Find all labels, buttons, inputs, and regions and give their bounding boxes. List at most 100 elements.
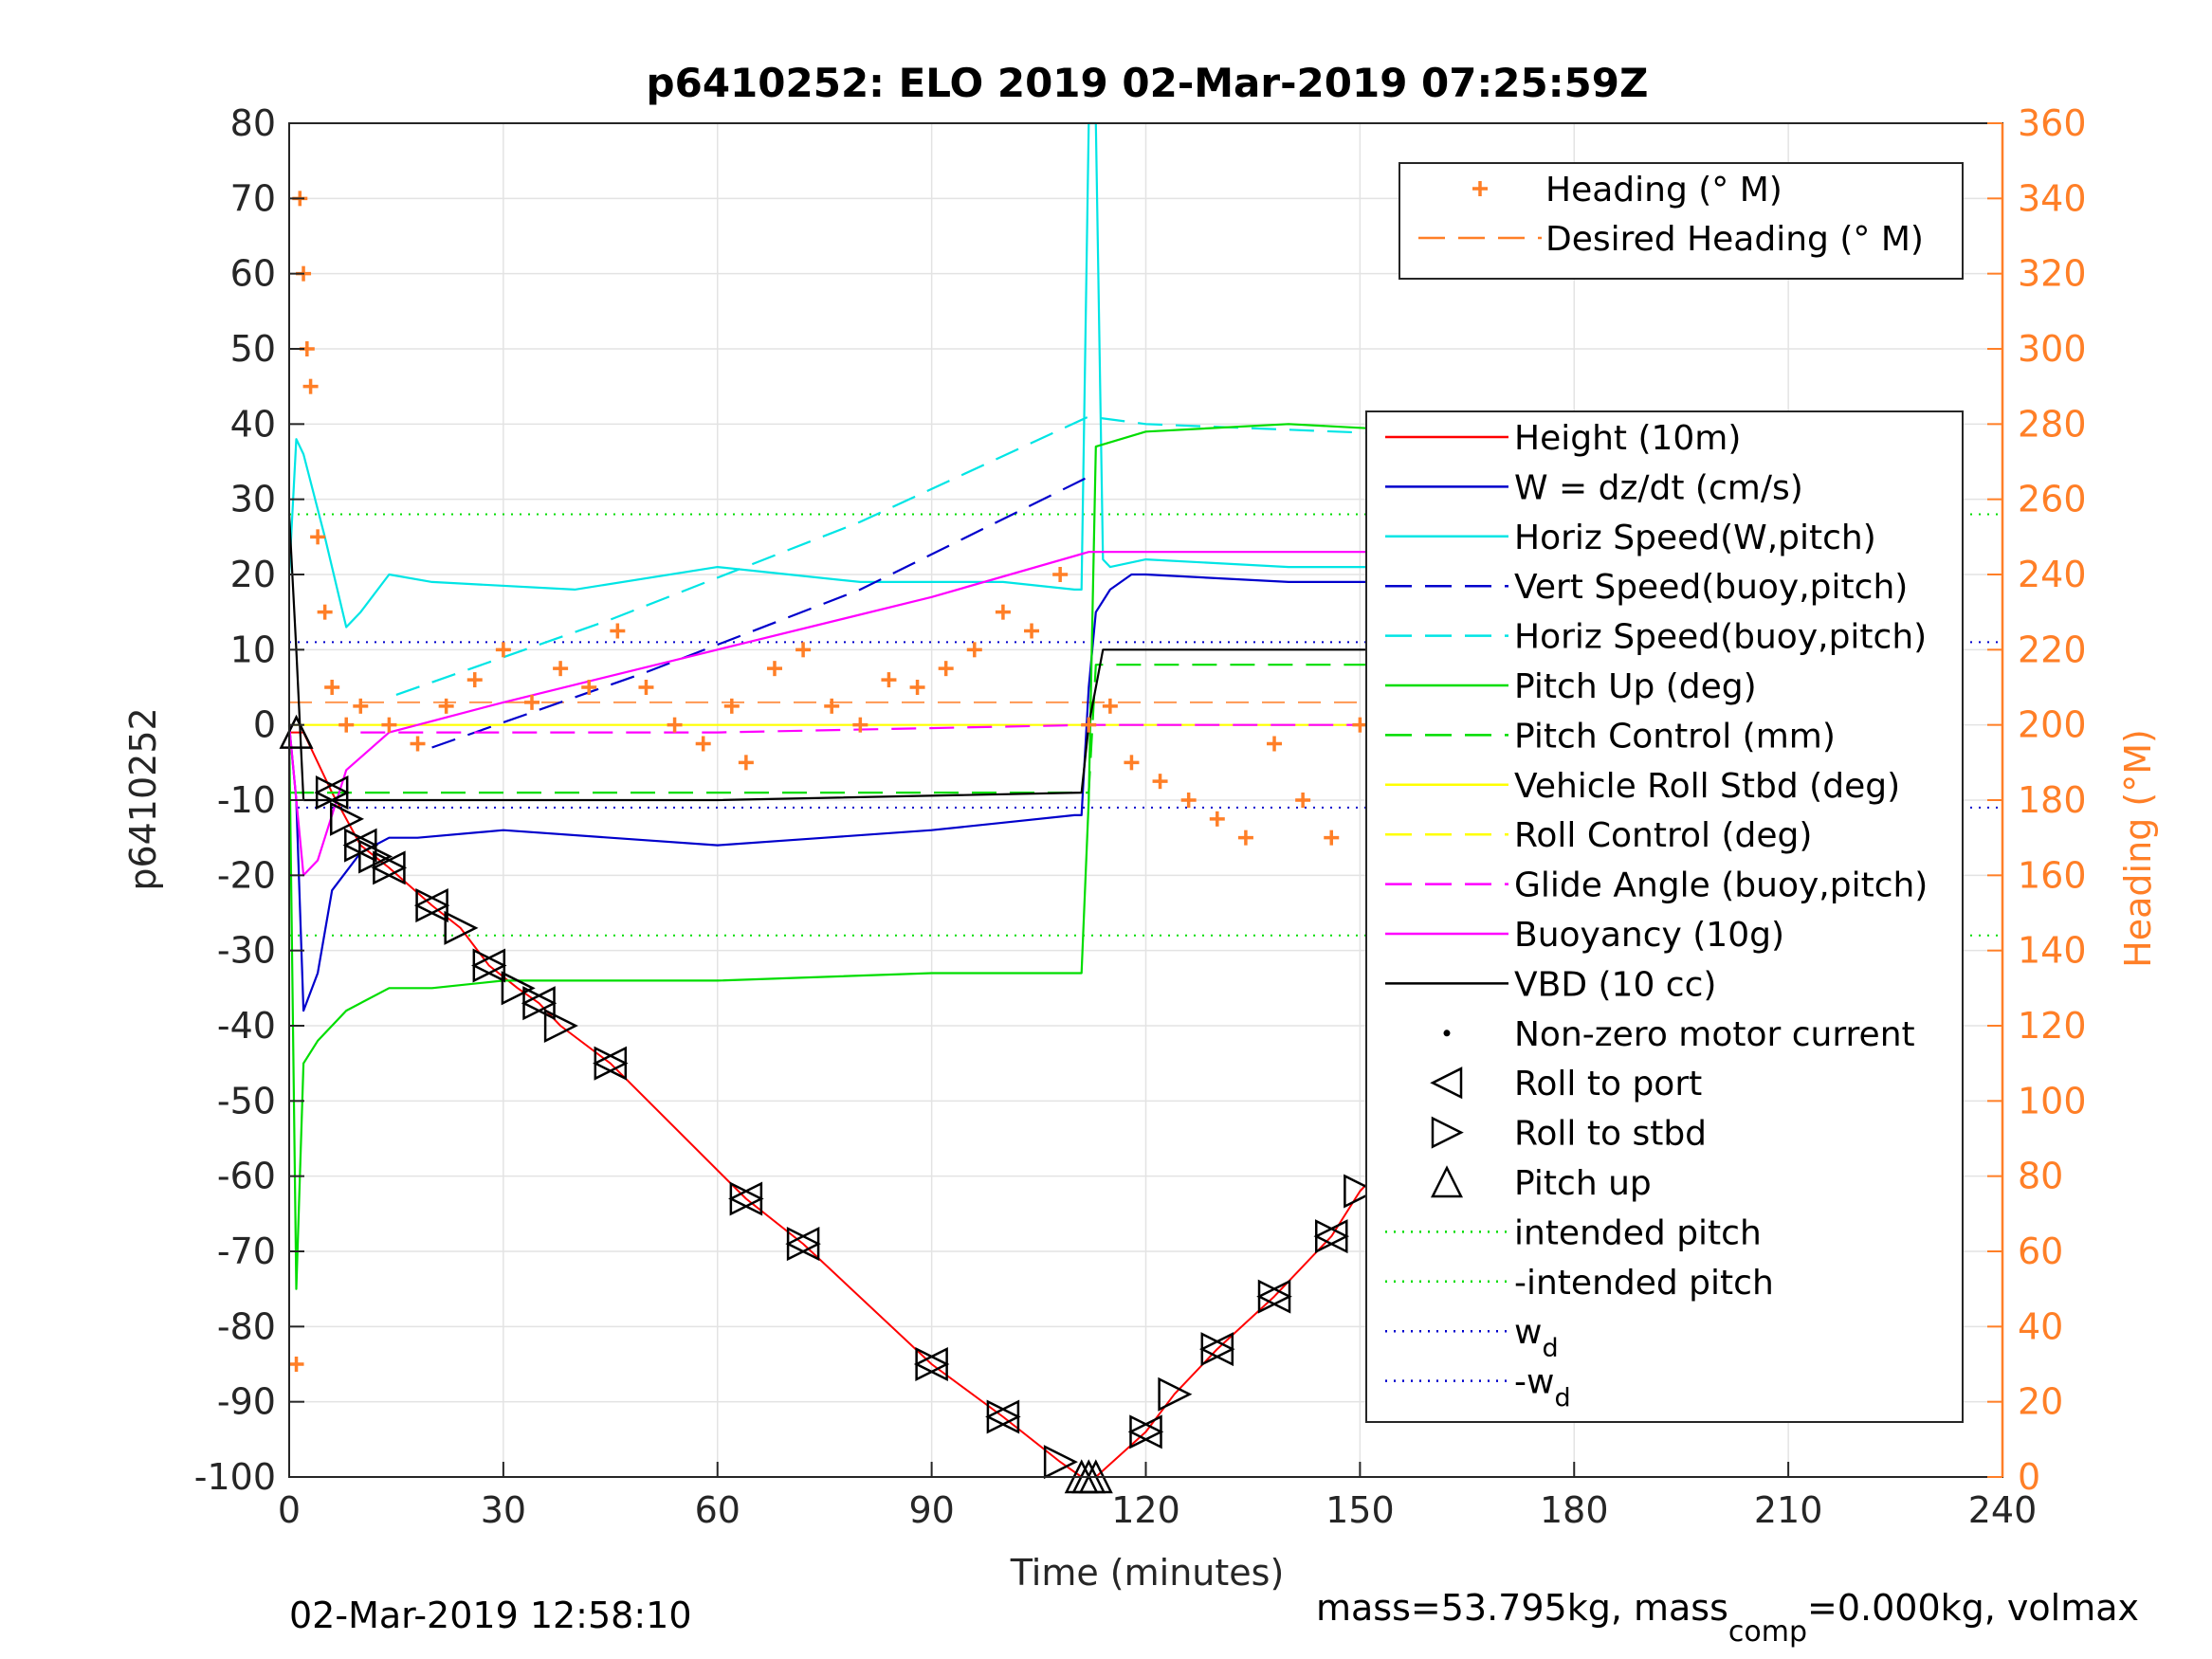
heading-marker — [1295, 793, 1311, 808]
roll-to-stbd-marker — [415, 888, 450, 923]
y-tick-label-left: -100 — [194, 1456, 276, 1498]
heading-marker — [1180, 793, 1197, 808]
y-tick-label-right: 260 — [2018, 479, 2087, 520]
heading-marker — [523, 694, 539, 710]
y-tick-label-right: 280 — [2018, 403, 2087, 445]
legend-entry-label: Pitch up — [1514, 1164, 1652, 1203]
heading-marker — [581, 680, 597, 695]
footer-mass-info: mass=53.795kg, masscomp=0.000kg, volmax — [1316, 1587, 2139, 1649]
heading-marker — [324, 680, 340, 695]
legend-entry-subscript: d — [1542, 1334, 1558, 1363]
heading-marker — [466, 672, 483, 688]
footer-timestamp: 02-Mar-2019 12:58:10 — [289, 1595, 692, 1636]
y-tick-label-right: 360 — [2018, 102, 2087, 144]
legend-entry-label: VBD (10 cc) — [1514, 965, 1716, 1004]
y-tick-label-left: 60 — [230, 253, 276, 295]
heading-marker — [310, 529, 326, 545]
y-tick-label-right: 200 — [2018, 704, 2087, 746]
y-tick-label-left: 0 — [253, 704, 276, 746]
x-tick-label: 30 — [481, 1489, 526, 1531]
legend-entry-label: Horiz Speed(W,pitch) — [1514, 519, 1876, 557]
legend-entry-label: W = dz/dt (cm/s) — [1514, 468, 1803, 507]
legend-box — [1398, 162, 1964, 280]
y-tick-label-right: 300 — [2018, 328, 2087, 370]
y-tick-label-right: 0 — [2018, 1456, 2040, 1498]
heading-marker — [881, 672, 897, 688]
roll-to-stbd-marker — [1257, 1279, 1292, 1314]
roll-to-stbd-marker — [1043, 1445, 1078, 1480]
x-tick-label: 240 — [1968, 1489, 2038, 1531]
roll-to-stbd-marker — [522, 986, 558, 1021]
x-tick-label: 60 — [695, 1489, 740, 1531]
y-tick-label-right: 340 — [2018, 177, 2087, 219]
roll-to-stbd-marker — [501, 971, 536, 1006]
y-tick-label-left: 70 — [230, 177, 276, 219]
y-tick-label-right: 320 — [2018, 253, 2087, 295]
x-tick-label: 90 — [908, 1489, 954, 1531]
y-tick-label-left: -90 — [217, 1381, 276, 1423]
y-tick-label-right: 40 — [2018, 1305, 2063, 1347]
heading-marker — [966, 642, 982, 658]
roll-to-stbd-marker — [1158, 1376, 1193, 1412]
y-tick-label-left: 10 — [230, 629, 276, 670]
x-tick-label: 120 — [1111, 1489, 1180, 1531]
y-tick-label-left: -10 — [217, 779, 276, 821]
heading-marker — [610, 623, 626, 639]
heading-marker — [1324, 830, 1340, 846]
legend-swatch-tri-right — [1431, 1116, 1464, 1149]
heading-marker — [338, 717, 355, 733]
heading-marker — [995, 604, 1011, 620]
legend-entry-label: Heading (° M) — [1545, 171, 1782, 210]
x-tick-label: 210 — [1754, 1489, 1823, 1531]
heading-marker — [353, 698, 369, 714]
legend-entry-label: Buoyancy (10g) — [1514, 916, 1784, 955]
roll-to-stbd-marker — [729, 1181, 764, 1216]
heading-marker — [1237, 830, 1253, 846]
x-tick-label: 150 — [1325, 1489, 1395, 1531]
heading-marker — [1052, 567, 1069, 582]
footer-mass-post: =0.000kg, volmax — [1807, 1587, 2139, 1629]
chart-title: p6410252: ELO 2019 02-Mar-2019 07:25:59Z — [647, 60, 1649, 106]
y-axis-label-right: Heading (°M) — [2117, 729, 2159, 968]
y-tick-label-left: 30 — [230, 479, 276, 520]
heading-marker — [288, 1357, 304, 1372]
y-tick-label-right: 140 — [2018, 930, 2087, 972]
x-tick-label: 0 — [278, 1489, 301, 1531]
y-tick-label-right: 100 — [2018, 1080, 2087, 1121]
heading-marker — [852, 717, 868, 733]
heading-marker — [1124, 755, 1140, 771]
heading-marker — [1081, 717, 1097, 733]
roll-to-stbd-marker — [915, 1346, 950, 1382]
heading-marker — [824, 698, 840, 714]
y-tick-label-left: 20 — [230, 554, 276, 595]
heading-marker — [738, 755, 754, 771]
roll-to-stbd-marker — [315, 775, 350, 811]
footer-mass-pre: mass=53.795kg, mass — [1316, 1587, 1728, 1629]
roll-to-stbd-marker — [786, 1227, 821, 1262]
y-tick-label-right: 60 — [2018, 1231, 2063, 1272]
roll-to-stbd-marker — [444, 910, 479, 945]
heading-marker — [495, 642, 511, 658]
heading-marker — [1102, 698, 1118, 714]
legend-entry-label: Roll to stbd — [1514, 1115, 1707, 1154]
y-tick-label-left: -70 — [217, 1231, 276, 1272]
heading-marker — [410, 736, 426, 752]
legend-entry-label: -intended pitch — [1514, 1264, 1774, 1303]
roll-to-stbd-marker — [1344, 1174, 1379, 1209]
y-tick-label-left: -80 — [217, 1305, 276, 1347]
y-tick-label-right: 120 — [2018, 1005, 2087, 1047]
heading-marker — [695, 736, 711, 752]
heading-marker — [1209, 811, 1225, 827]
legend-entry-label: Vert Speed(buoy,pitch) — [1514, 568, 1908, 607]
heading-marker — [723, 698, 740, 714]
roll-to-stbd-marker — [543, 1008, 578, 1044]
heading-marker — [1024, 623, 1040, 639]
legend-swatch-dot — [1443, 1030, 1451, 1037]
y-tick-label-right: 20 — [2018, 1381, 2063, 1423]
roll-to-stbd-marker — [1315, 1219, 1350, 1254]
y-tick-label-left: -40 — [217, 1005, 276, 1047]
roll-to-stbd-marker — [986, 1399, 1021, 1434]
y-tick-label-left: -50 — [217, 1080, 276, 1121]
heading-marker — [381, 717, 397, 733]
